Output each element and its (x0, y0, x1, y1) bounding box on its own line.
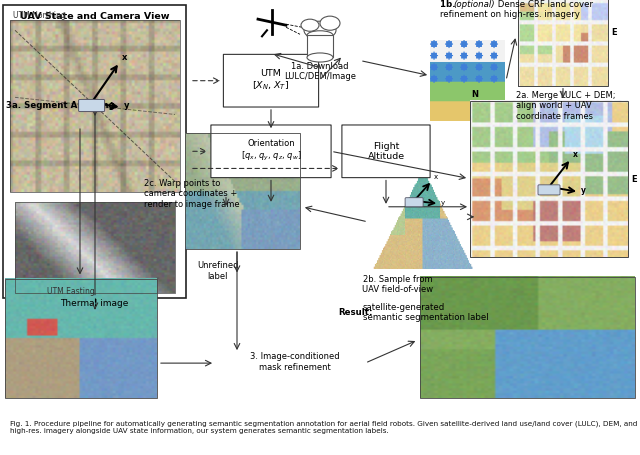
Bar (15, 202, 175, 293)
Text: satellite-generated
semantic segmentation label: satellite-generated semantic segmentatio… (363, 303, 488, 323)
Text: 3a. Segment Anything: 3a. Segment Anything (6, 101, 115, 111)
Bar (10, 20, 180, 192)
Ellipse shape (307, 31, 333, 40)
Text: N: N (472, 90, 479, 99)
FancyBboxPatch shape (538, 185, 560, 195)
Bar (5, 279, 157, 399)
Text: E: E (631, 175, 637, 183)
Text: 3. Image-conditioned
mask refinement: 3. Image-conditioned mask refinement (250, 353, 340, 372)
Text: 2a. Merge LULC + DEM;
align world + UAV
coordinate frames: 2a. Merge LULC + DEM; align world + UAV … (516, 91, 616, 121)
Bar (518, 0, 608, 86)
FancyBboxPatch shape (79, 100, 104, 111)
Bar (370, 168, 475, 269)
Text: Fig. 1. Procedure pipeline for automatically generating semantic segmentation an: Fig. 1. Procedure pipeline for automatic… (10, 420, 637, 434)
Ellipse shape (301, 19, 319, 31)
Text: UTM
[$X_N$, $X_T$]: UTM [$X_N$, $X_T$] (252, 69, 290, 92)
FancyBboxPatch shape (211, 125, 331, 177)
Bar (420, 278, 635, 399)
Text: x: x (434, 173, 438, 180)
Text: 1a. Download
LULC/DEM/Image: 1a. Download LULC/DEM/Image (284, 62, 356, 81)
Text: UTM Easting: UTM Easting (47, 287, 95, 296)
FancyBboxPatch shape (342, 125, 430, 177)
Text: Unrefined
label: Unrefined label (197, 261, 239, 281)
Text: x: x (122, 53, 127, 62)
Text: Result:: Result: (338, 308, 372, 317)
Text: refinement on high-res. imagery: refinement on high-res. imagery (440, 10, 580, 19)
FancyBboxPatch shape (405, 198, 423, 207)
Text: y: y (441, 200, 445, 206)
Ellipse shape (307, 53, 333, 62)
Text: x: x (573, 150, 578, 159)
Text: Thermal image: Thermal image (60, 298, 129, 308)
Ellipse shape (304, 21, 336, 39)
Text: 2b. Sample from
UAV field-of-view: 2b. Sample from UAV field-of-view (362, 275, 433, 294)
Text: 1b.: 1b. (440, 0, 459, 9)
Bar (470, 101, 628, 257)
Bar (307, 35, 333, 57)
Text: (optional): (optional) (453, 0, 495, 9)
Bar (185, 133, 300, 249)
Text: Flight
Altitude: Flight Altitude (367, 142, 404, 161)
Text: UTM Northing: UTM Northing (13, 11, 66, 20)
Text: 2c. Warp points to
camera coordinates +
render to image frame: 2c. Warp points to camera coordinates + … (144, 179, 239, 208)
Text: y: y (124, 101, 129, 110)
Text: y: y (581, 186, 586, 195)
Ellipse shape (320, 16, 340, 30)
FancyBboxPatch shape (223, 54, 319, 107)
Text: UAV State and Camera View: UAV State and Camera View (20, 12, 169, 21)
Text: Orientation
[$q_x$, $q_y$, $q_z$, $q_w$]: Orientation [$q_x$, $q_y$, $q_z$, $q_w$] (241, 139, 301, 163)
Text: E: E (611, 28, 616, 37)
Text: Dense CRF land cover: Dense CRF land cover (495, 0, 593, 9)
FancyBboxPatch shape (3, 5, 186, 298)
